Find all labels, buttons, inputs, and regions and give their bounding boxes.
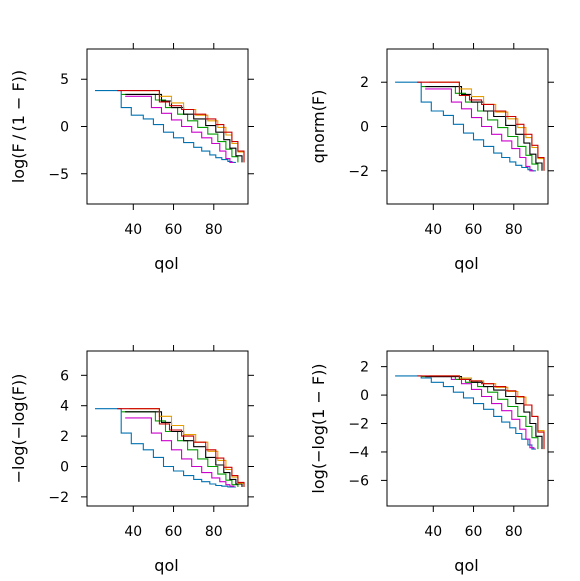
y-tick-label: −2	[348, 417, 369, 433]
y-tick-label: 2	[60, 429, 69, 445]
x-tick-label: 80	[205, 524, 223, 540]
x-tick-label: 40	[424, 524, 442, 540]
step-curve-series-5	[129, 90, 245, 163]
x-tick-label: 40	[124, 524, 142, 540]
x-tick-label: 80	[505, 524, 523, 540]
x-tick-label: 40	[424, 222, 442, 238]
step-curve-series-1	[95, 90, 236, 163]
y-tick-label: −5	[48, 167, 69, 183]
step-curve-series-2	[125, 417, 235, 487]
y-axis-title: log(F / (1 − F))	[9, 70, 28, 183]
step-curve-series-6	[117, 90, 245, 163]
y-tick-label: 2	[360, 360, 369, 376]
y-tick-label: 0	[360, 120, 369, 136]
panel-1: 40 60 80 −5 0 5 qol log(F / (1 − F))	[9, 43, 254, 273]
y-tick-label: 0	[60, 120, 69, 136]
x-tick-label: 60	[465, 524, 483, 540]
y-tick-label: 0	[360, 388, 369, 404]
panel-4: 40 60 80 −6 −4 −2 0 2 qol log(−log(1 − F))	[309, 345, 554, 575]
step-curve-series-4	[125, 411, 243, 487]
step-curve-series-5	[429, 81, 545, 171]
step-curve-series-2	[125, 95, 234, 163]
step-curve-series-4	[125, 93, 243, 163]
x-tick-label: 60	[165, 222, 183, 238]
step-curve-series-3	[421, 376, 539, 450]
step-curve-series-6	[117, 408, 245, 487]
y-tick-label: 0	[60, 459, 69, 475]
step-curve-series-3	[421, 86, 539, 171]
x-axis-title: qol	[154, 556, 178, 575]
y-tick-label: 6	[60, 368, 69, 384]
y-tick-label: −4	[348, 445, 369, 461]
y-axis-title: log(−log(1 − F))	[309, 363, 328, 493]
step-curve-series-4	[425, 86, 543, 171]
y-tick-label: 5	[60, 72, 69, 88]
step-curve-series-1	[95, 408, 236, 488]
step-curve-series-6	[417, 81, 545, 171]
y-tick-label: −6	[348, 473, 369, 489]
y-tick-label: 2	[360, 75, 369, 91]
step-curve-series-1	[395, 81, 536, 172]
y-axis-title: −log(−log(F))	[9, 374, 28, 484]
panel-3: 40 60 80 −2 0 2 4 6 qol −log(−log(F))	[9, 345, 254, 575]
y-tick-label: −2	[48, 490, 69, 506]
x-tick-label: 80	[505, 222, 523, 238]
y-tick-label: 4	[60, 399, 69, 415]
x-tick-label: 80	[205, 222, 223, 238]
y-axis-title: qnorm(F)	[309, 90, 328, 164]
step-curve-series-4	[425, 376, 543, 450]
plot-frame	[86, 350, 249, 507]
plot-frame	[386, 350, 549, 507]
x-tick-label: 60	[465, 222, 483, 238]
x-axis-title: qol	[454, 556, 478, 575]
x-tick-label: 40	[124, 222, 142, 238]
step-curve-series-1	[395, 375, 536, 450]
step-curve-series-3	[121, 411, 239, 487]
panel-2: 40 60 80 −2 0 2 qol qnorm(F)	[309, 43, 554, 273]
step-curve-series-6	[417, 375, 545, 450]
x-axis-title: qol	[154, 254, 178, 273]
y-tick-label: −2	[348, 164, 369, 180]
step-curve-series-5	[129, 408, 245, 487]
x-tick-label: 60	[165, 524, 183, 540]
x-axis-title: qol	[454, 254, 478, 273]
step-curve-series-3	[121, 93, 239, 163]
step-curve-series-2	[425, 88, 534, 172]
